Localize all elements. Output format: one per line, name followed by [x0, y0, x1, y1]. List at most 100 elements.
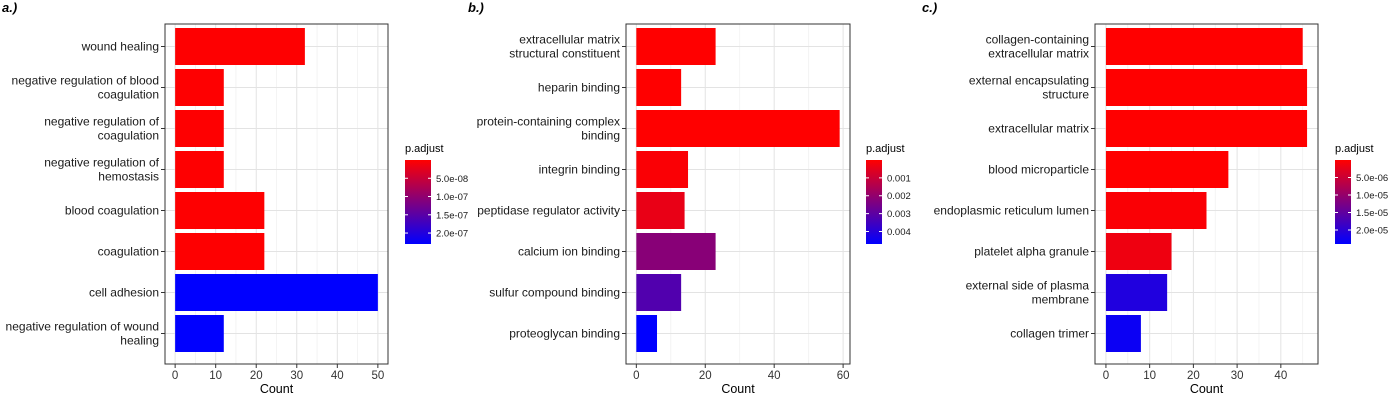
panel-b-bars	[636, 28, 840, 352]
panel-c-bar	[1105, 315, 1141, 352]
panel-b-bar	[636, 315, 658, 352]
panel-c-category-labels: collagen-containing extracellular matrix e…	[934, 33, 1095, 341]
panel-a-bar	[175, 315, 224, 352]
panel-c-bar	[1105, 151, 1229, 188]
panel-a-x-tick-label: 0	[172, 370, 178, 382]
panel-a-category-label: cell adhesion	[89, 286, 159, 300]
panel-b-legend-title: p.adjust	[866, 143, 905, 155]
panel-a-x-tick-label: 40	[331, 370, 344, 382]
panel-b-x-axis-title: Count	[721, 382, 755, 396]
panel-c-category-label: platelet alpha granule	[974, 245, 1089, 259]
panel-c-bar	[1105, 192, 1207, 229]
panel-b-label: b.)	[468, 0, 484, 15]
panel-a-bar	[175, 274, 378, 311]
panel-c-bar	[1105, 233, 1172, 270]
panel-b-x-tick-label: 40	[768, 370, 781, 382]
panel-b-x-tick-label: 20	[699, 370, 712, 382]
panel-c-x-axis-title: Count	[1190, 382, 1224, 396]
panel-a-category-label: negative regulation of coagulation	[44, 115, 159, 143]
panel-b-category-label: integrin binding	[539, 163, 620, 177]
panel-a-bar	[175, 151, 224, 188]
panel-b-bar	[636, 274, 682, 311]
panel-a-x-tick-label: 30	[290, 370, 303, 382]
panel-c-category-label: external side of plasma membrane	[966, 279, 1090, 307]
panel-a-x-tick-label: 50	[371, 370, 384, 382]
panel-b-bar	[636, 69, 682, 106]
panel-a-legend-tick-label: 5.0e-08	[436, 174, 468, 185]
panel-a-category-label: blood coagulation	[65, 204, 159, 218]
panel-a-x-axis-title: Count	[260, 382, 294, 396]
panel-a-legend-title: p.adjust	[405, 143, 444, 155]
panel-b-bar	[636, 233, 716, 270]
panel-a-x-tick-label: 10	[209, 370, 222, 382]
panel-c-legend-tick-label: 2.0e-05	[1356, 226, 1388, 237]
panel-c-legend-ticks: 5.0e-06 1.0e-05 1.5e-05 2.0e-05	[1335, 173, 1388, 237]
panel-c-category-label: collagen-containing extracellular matrix	[986, 33, 1089, 61]
panel-a-legend: p.adjust 5.0e-08 1.0e-07 1.5e-07 2.0e-07	[405, 143, 468, 244]
panel-a-legend-tick-label: 2.0e-07	[436, 229, 468, 240]
panel-c-bars	[1105, 28, 1308, 352]
panel-c-x-ticks: 0 10 20 30 40	[1103, 364, 1287, 382]
panel-c-x-tick-label: 40	[1274, 370, 1287, 382]
panel-b-category-label: extracellular matrix structural constitue…	[509, 33, 620, 61]
panel-b-bar	[636, 192, 685, 229]
panel-b-x-tick-label: 0	[633, 370, 639, 382]
panel-b-category-label: peptidase regulator activity	[477, 204, 620, 218]
panel-a-category-label: negative regulation of wound healing	[6, 320, 159, 348]
panel-c-x-tick-label: 0	[1103, 370, 1109, 382]
panel-b-legend-colorbar	[866, 160, 882, 244]
panel-c-bar	[1105, 110, 1308, 147]
panel-c-legend-tick-label: 1.0e-05	[1356, 191, 1388, 202]
panel-a: a.) wound healing negative regulation of …	[2, 0, 468, 396]
panel-b-category-label: protein-containing complex binding	[477, 115, 620, 143]
panel-c-bar	[1105, 69, 1308, 106]
panel-c-category-label: extracellular matrix	[988, 122, 1089, 136]
panel-a-x-tick-label: 20	[250, 370, 263, 382]
panel-b-category-labels: extracellular matrix structural constitue…	[477, 33, 626, 341]
panel-c-label: c.)	[922, 0, 937, 15]
panel-b-legend-tick-label: 0.003	[887, 209, 911, 220]
panel-a-x-ticks: 0 10 20 30 40 50	[172, 364, 384, 382]
panel-c-category-label: endoplasmic reticulum lumen	[934, 204, 1089, 218]
panel-c-bar	[1105, 274, 1168, 311]
panel-b-x-ticks: 0 20 40 60	[633, 364, 850, 382]
panel-b-legend-tick-label: 0.001	[887, 173, 911, 184]
panel-a-label: a.)	[2, 0, 17, 15]
panel-a-bar	[175, 110, 224, 147]
panel-b-legend: p.adjust 0.001 0.002 0.003 0.004	[866, 143, 911, 244]
panel-a-bar	[175, 28, 305, 65]
panel-b-category-label: sulfur compound binding	[489, 286, 620, 300]
panel-c-x-tick-label: 20	[1187, 370, 1200, 382]
panel-a-bars	[175, 28, 378, 352]
panel-c-bar	[1105, 28, 1303, 65]
panel-a-legend-colorbar	[405, 160, 431, 244]
panel-a-category-label: coagulation	[98, 245, 159, 259]
panel-c-x-tick-label: 10	[1143, 370, 1156, 382]
panel-a-category-label: wound healing	[81, 40, 159, 54]
panel-c-legend-tick-label: 1.5e-05	[1356, 208, 1388, 219]
panel-c-x-tick-label: 30	[1231, 370, 1244, 382]
panel-a-bar	[175, 69, 224, 106]
panel-a-legend-ticks: 5.0e-08 1.0e-07 1.5e-07 2.0e-07	[405, 174, 468, 240]
panel-c-category-label: external encapsulating structure	[969, 74, 1089, 102]
panel-c-category-label: collagen trimer	[1010, 327, 1089, 341]
panel-a-category-labels: wound healing negative regulation of bloo…	[6, 40, 165, 348]
panel-c-legend-title: p.adjust	[1335, 143, 1374, 155]
panel-b: b.) extracellular matrix structural const…	[468, 0, 911, 396]
panel-c: c.) collagen-containing extracellular mat…	[922, 0, 1388, 396]
panel-b-bar	[636, 151, 689, 188]
panel-a-bar	[175, 233, 265, 270]
panel-c-legend-tick-label: 5.0e-06	[1356, 173, 1388, 184]
panel-a-legend-tick-label: 1.5e-07	[436, 210, 468, 221]
panel-c-legend: p.adjust 5.0e-06 1.0e-05 1.5e-05 2.0e-05	[1335, 143, 1388, 244]
panel-c-category-label: blood microparticle	[988, 163, 1089, 177]
panel-b-legend-ticks: 0.001 0.002 0.003 0.004	[866, 173, 911, 238]
panel-b-legend-tick-label: 0.004	[887, 227, 911, 238]
panel-a-category-label: negative regulation of hemostasis	[44, 156, 159, 184]
panel-b-legend-tick-label: 0.002	[887, 191, 911, 202]
panel-b-bar	[636, 110, 840, 147]
panel-b-bar	[636, 28, 716, 65]
panel-a-category-label: negative regulation of blood coagulation	[12, 74, 159, 102]
panel-b-category-label: calcium ion binding	[518, 245, 620, 259]
panel-a-bar	[175, 192, 265, 229]
